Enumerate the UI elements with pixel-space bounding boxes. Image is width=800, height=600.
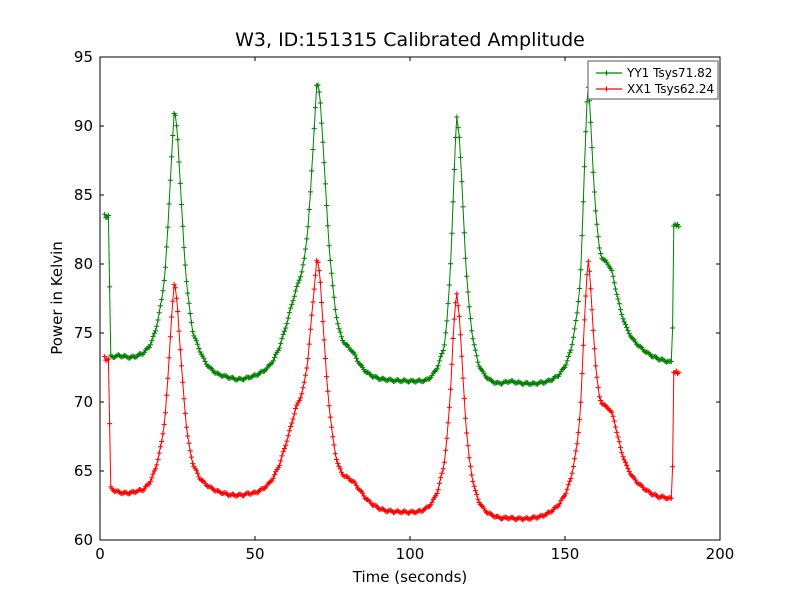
legend-label-yy1: YY1 Tsys71.82 <box>626 66 712 80</box>
y-tick-label: 75 <box>74 324 93 342</box>
y-tick-label: 80 <box>74 255 93 273</box>
y-tick-label: 70 <box>74 393 93 411</box>
x-tick-label: 100 <box>396 545 425 563</box>
x-tick-label: 0 <box>95 545 105 563</box>
x-tick-label: 50 <box>245 545 264 563</box>
series-xx1 <box>102 258 682 523</box>
y-axis-label: Power in Kelvin <box>48 241 66 355</box>
series-line <box>104 259 680 521</box>
y-tick-label: 90 <box>74 117 93 135</box>
chart-title: W3, ID:151315 Calibrated Amplitude <box>235 29 585 51</box>
x-axis-label: Time (seconds) <box>352 568 468 586</box>
legend-sample-xx1 <box>596 86 622 92</box>
legend-label-xx1: XX1 Tsys62.24 <box>627 82 714 96</box>
y-tick-label: 65 <box>74 462 93 480</box>
legend: YY1 Tsys71.82 XX1 Tsys62.24 <box>587 60 719 100</box>
x-tick-label: 200 <box>706 545 735 563</box>
plot-area: 0 50 100 150 200 60 65 70 75 80 85 90 95 <box>74 48 734 563</box>
series-markers <box>102 258 682 523</box>
series-line <box>104 84 680 386</box>
y-tick-label: 60 <box>74 531 93 549</box>
y-tick-label: 95 <box>74 48 93 66</box>
y-tick-label: 85 <box>74 186 93 204</box>
series-markers <box>102 82 682 388</box>
x-tick-label: 150 <box>551 545 580 563</box>
series-yy1 <box>102 82 682 388</box>
legend-box <box>587 60 719 100</box>
